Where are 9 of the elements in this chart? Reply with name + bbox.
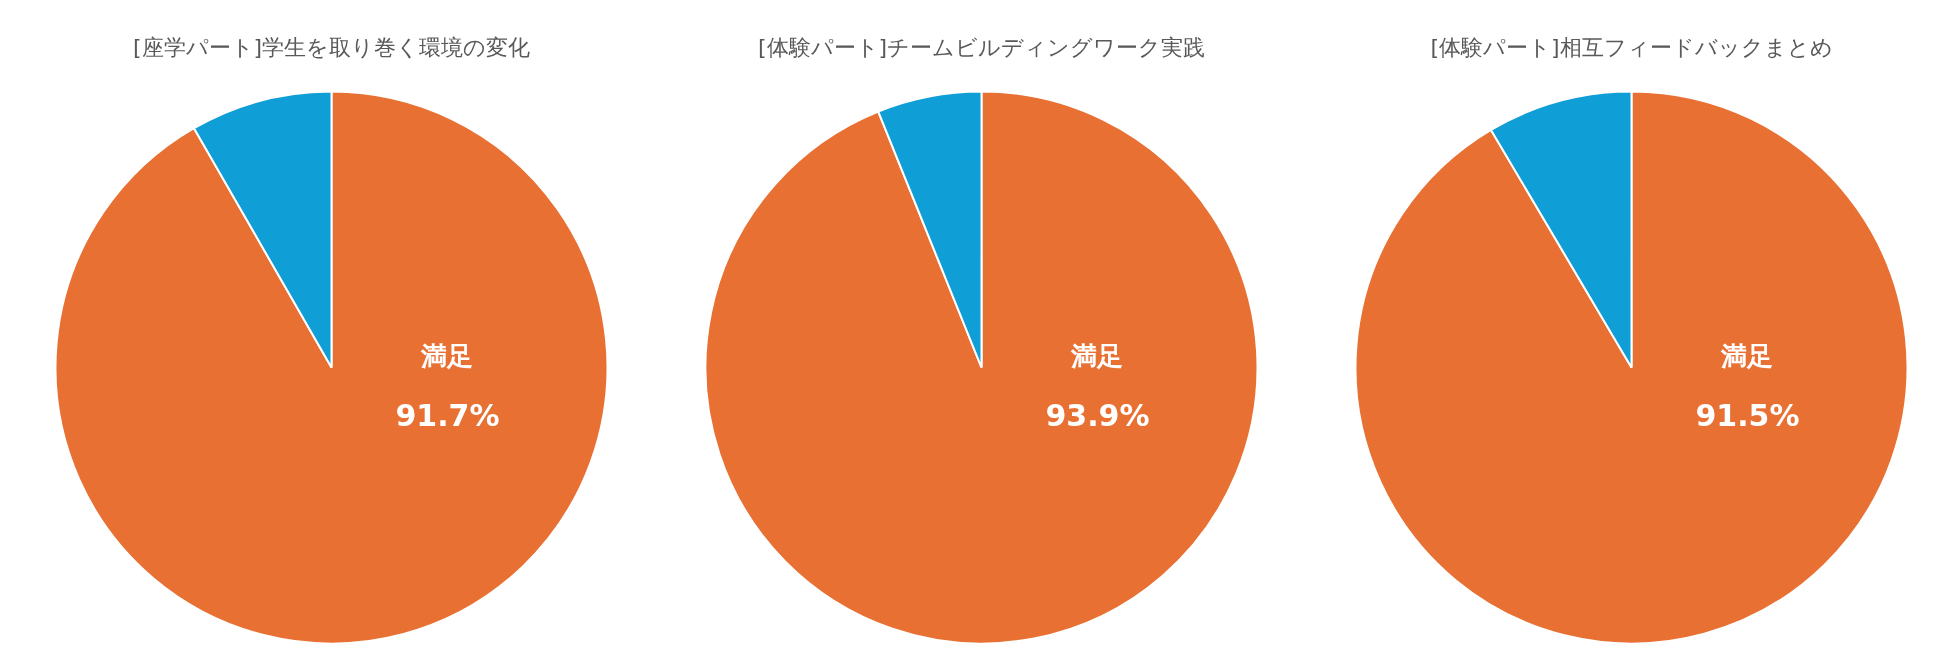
chart-title: [体験パート]相互フィードバックまとめ (1430, 35, 1833, 60)
slice-label: 満足 (1070, 340, 1124, 371)
slice-label: 満足 (1720, 340, 1774, 371)
chart-title: [座学パート]学生を取り巻く環境の変化 (132, 35, 531, 60)
data-label: 91.7% (395, 398, 500, 433)
chart-title: [体験パート]チームビルディングワーク実践 (757, 35, 1206, 60)
data-label: 91.5% (1695, 398, 1800, 433)
slice-label: 満足 (420, 340, 474, 371)
data-label: 93.9% (1045, 398, 1150, 433)
